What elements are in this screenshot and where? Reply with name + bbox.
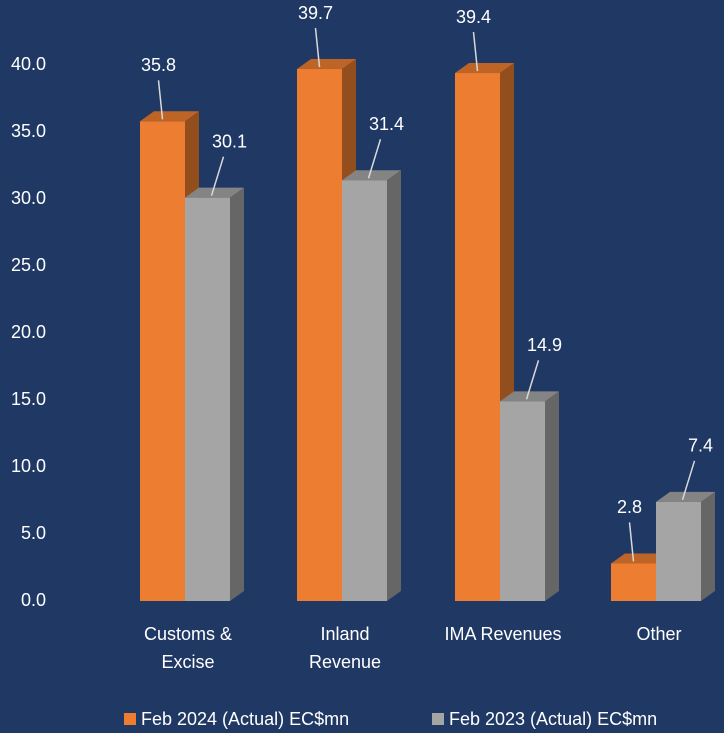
data-label: 39.7 — [298, 3, 333, 23]
legend-swatch — [432, 713, 444, 725]
bar-top — [500, 391, 559, 402]
data-label: 14.9 — [527, 335, 562, 355]
y-tick-label: 25.0 — [11, 255, 46, 275]
bar-top — [455, 63, 514, 74]
data-label: 35.8 — [141, 55, 176, 75]
bar-top — [611, 553, 670, 564]
bar-top — [297, 59, 356, 70]
leader-line — [210, 156, 225, 196]
y-tick-label: 20.0 — [11, 322, 46, 342]
bar — [342, 180, 387, 602]
bar-group — [656, 491, 715, 601]
bar-side — [230, 187, 244, 601]
data-label: 39.4 — [456, 7, 491, 27]
legend-label: Feb 2024 (Actual) EC$mn — [141, 709, 349, 729]
y-tick-label: 40.0 — [11, 54, 46, 74]
data-label: 7.4 — [688, 436, 713, 456]
data-label: 30.1 — [212, 131, 247, 151]
legend-label: Feb 2023 (Actual) EC$mn — [449, 709, 657, 729]
leader-line — [628, 522, 635, 562]
bar-group — [342, 170, 401, 602]
leader-line — [367, 139, 382, 179]
y-tick-label: 10.0 — [11, 456, 46, 476]
leader-line — [314, 27, 321, 68]
x-tick-label: IMA Revenues — [444, 624, 562, 644]
bar-side — [387, 170, 401, 602]
bar-top — [140, 111, 199, 122]
bar-group — [500, 391, 559, 601]
y-tick-label: 5.0 — [21, 523, 46, 543]
leader-line — [157, 80, 164, 120]
bar-top — [185, 187, 244, 198]
y-tick-label: 35.0 — [11, 121, 46, 141]
y-tick-label: 30.0 — [11, 188, 46, 208]
leader-line — [681, 460, 696, 501]
data-label: 2.8 — [617, 497, 642, 517]
bar-top — [656, 491, 715, 502]
bar — [611, 563, 656, 601]
y-tick-label: 15.0 — [11, 389, 46, 409]
bar-side — [545, 391, 559, 601]
bar — [140, 121, 185, 601]
leader-line — [472, 31, 479, 72]
data-label: 31.4 — [369, 114, 404, 134]
x-tick-label: Customs & Excise — [143, 624, 233, 672]
bar — [656, 501, 701, 601]
y-tick-label: 0.0 — [21, 590, 46, 610]
bar-top — [342, 170, 401, 181]
leader-line — [525, 360, 540, 400]
bar — [297, 69, 342, 601]
legend-swatch — [124, 713, 136, 725]
bar — [455, 73, 500, 602]
bar-side — [701, 491, 715, 601]
bar — [185, 197, 230, 601]
x-tick-label: Inland Revenue — [308, 624, 382, 672]
bar — [500, 401, 545, 601]
x-tick-label: Other — [636, 624, 682, 644]
bar-group — [185, 187, 244, 601]
